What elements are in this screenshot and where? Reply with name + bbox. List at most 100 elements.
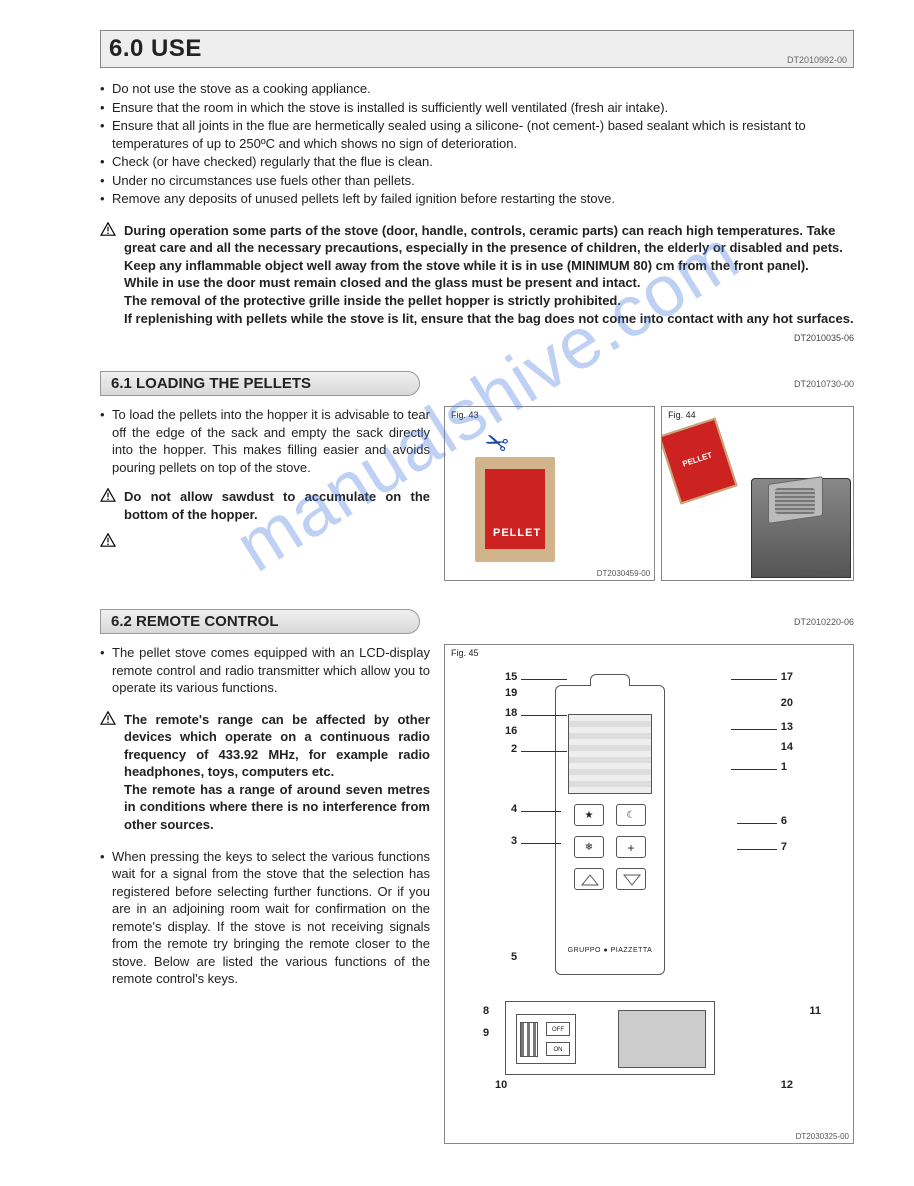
- callout-3: 3: [511, 835, 517, 847]
- callout-2: 2: [511, 743, 517, 755]
- callout-7: 7: [781, 841, 787, 853]
- callout-8: 8: [483, 1005, 489, 1017]
- section-6-1-left: To load the pellets into the hopper it i…: [100, 406, 430, 581]
- intro-bullet: Do not use the stove as a cooking applia…: [100, 80, 854, 98]
- intro-bullet: Ensure that all joints in the flue are h…: [100, 117, 854, 152]
- switch-on: ON: [546, 1042, 570, 1056]
- figure-43-code: DT2030459-00: [597, 569, 650, 578]
- intro-bullet: Ensure that the room in which the stove …: [100, 99, 854, 117]
- callout-19: 19: [505, 687, 517, 699]
- warning-triangle-icon: [100, 222, 116, 327]
- callout-12: 12: [781, 1079, 793, 1091]
- warning-triangle-icon: [100, 711, 116, 834]
- warning-line: If replenishing with pellets while the s…: [124, 310, 854, 328]
- leader-line: [731, 769, 777, 770]
- leader-line: [521, 811, 561, 812]
- callout-20: 20: [781, 697, 793, 709]
- section-6-1-bullet: To load the pellets into the hopper it i…: [100, 406, 430, 476]
- section-6-1-code: DT2010730-00: [794, 379, 854, 389]
- section-6-2-title: 6.2 REMOTE CONTROL: [100, 609, 420, 634]
- section-6-2-bullet-2: When pressing the keys to select the var…: [100, 848, 430, 988]
- remote-illustration: ★ ☾ ❄ + GRUPPO ● PIAZZETTA 15 19 18 16 2…: [445, 655, 853, 1143]
- battery-compartment: OFF ON: [505, 1001, 715, 1075]
- section-6-2-figures: Fig. 45 ★ ☾ ❄ + GRUPPO ● PIAZZETTA 15 19: [444, 644, 854, 1144]
- battery-slot: [618, 1010, 706, 1068]
- intro-bullet: Check (or have checked) regularly that t…: [100, 153, 854, 171]
- warning-line: The removal of the protective grille ins…: [124, 292, 854, 310]
- leader-line: [737, 849, 777, 850]
- main-warning-block: During operation some parts of the stove…: [100, 222, 854, 327]
- doc-code-header: DT2010992-00: [787, 55, 847, 65]
- pellet-bag-text: PELLET: [493, 527, 541, 539]
- section-6-2-warning-text: The remote's range can be affected by ot…: [124, 711, 430, 834]
- main-warning-text: During operation some parts of the stove…: [124, 222, 854, 327]
- remote-body: ★ ☾ ❄ + GRUPPO ● PIAZZETTA: [555, 685, 665, 975]
- figure-43-label: Fig. 43: [451, 410, 479, 420]
- intro-bullet: Remove any deposits of unused pellets le…: [100, 190, 854, 208]
- intro-bullet: Under no circumstances use fuels other t…: [100, 172, 854, 190]
- warning-line: The remote's range can be affected by ot…: [124, 711, 430, 781]
- section-6-2-code: DT2010220-06: [794, 617, 854, 627]
- remote-btn-star: ★: [574, 804, 604, 826]
- leader-line: [737, 823, 777, 824]
- leader-line: [521, 843, 561, 844]
- callout-17: 17: [781, 671, 793, 683]
- remote-lcd: [568, 714, 652, 794]
- callout-11: 11: [809, 1005, 821, 1017]
- warning-line: The remote has a range of around seven m…: [124, 781, 430, 834]
- warning-line: While in use the door must remain closed…: [124, 274, 854, 292]
- pellet-bag-illustration: [475, 457, 555, 562]
- callout-13: 13: [781, 721, 793, 733]
- warning-triangle-icon: [100, 533, 430, 550]
- figure-45: Fig. 45 ★ ☾ ❄ + GRUPPO ● PIAZZETTA 15 19: [444, 644, 854, 1144]
- section-6-2-bullet-1: The pellet stove comes equipped with an …: [100, 644, 430, 697]
- callout-9: 9: [483, 1027, 489, 1039]
- page-title: 6.0 USE: [109, 35, 845, 63]
- stove-grille-illustration: [775, 488, 815, 514]
- figure-44: Fig. 44 PELLET DT2030460-00: [661, 406, 854, 581]
- doc-code-main-warning: DT2010035-06: [100, 333, 854, 343]
- callout-18: 18: [505, 707, 517, 719]
- callout-5: 5: [511, 951, 517, 963]
- remote-btn-down: [616, 868, 646, 890]
- section-6-1-header: 6.1 LOADING THE PELLETS DT2010730-00: [100, 371, 854, 396]
- warning-triangle-icon: [100, 488, 116, 523]
- leader-line: [521, 715, 567, 716]
- callout-10: 10: [495, 1079, 507, 1091]
- scissors-icon: ✂: [480, 422, 513, 461]
- switch-off: OFF: [546, 1022, 570, 1036]
- callout-14: 14: [781, 741, 793, 753]
- section-6-2-warning: The remote's range can be affected by ot…: [100, 711, 430, 834]
- remote-btn-fan: ❄: [574, 836, 604, 858]
- warning-line: Do not allow sawdust to accumulate on th…: [124, 488, 430, 523]
- leader-line: [731, 729, 777, 730]
- section-6-2-body: The pellet stove comes equipped with an …: [100, 644, 854, 1144]
- callout-6: 6: [781, 815, 787, 827]
- leader-line: [731, 679, 777, 680]
- section-6-2-header: 6.2 REMOTE CONTROL DT2010220-06: [100, 609, 854, 634]
- warning-line: During operation some parts of the stove…: [124, 222, 854, 257]
- callout-16: 16: [505, 725, 517, 737]
- section-6-1-figures: Fig. 43 PELLET ✂ DT2030459-00 Fig. 44 PE…: [444, 406, 854, 581]
- main-title-bar: 6.0 USE DT2010992-00: [100, 30, 854, 68]
- callout-1: 1: [781, 761, 787, 773]
- remote-btn-plus: +: [616, 836, 646, 858]
- remote-brand: GRUPPO ● PIAZZETTA: [556, 947, 664, 954]
- remote-emitter: [590, 674, 630, 686]
- warning-line: Keep any inflammable object well away fr…: [124, 257, 854, 275]
- callout-4: 4: [511, 803, 517, 815]
- figure-45-code: DT2030325-00: [796, 1132, 849, 1141]
- figure-44-label: Fig. 44: [668, 410, 696, 420]
- intro-bullet-list: Do not use the stove as a cooking applia…: [100, 80, 854, 208]
- remote-btn-moon: ☾: [616, 804, 646, 826]
- leader-line: [521, 679, 567, 680]
- remote-btn-up: [574, 868, 604, 890]
- section-6-1-warning: Do not allow sawdust to accumulate on th…: [100, 488, 430, 523]
- section-6-2-left: The pellet stove comes equipped with an …: [100, 644, 430, 1144]
- section-6-1-warning-text: Do not allow sawdust to accumulate on th…: [124, 488, 430, 523]
- section-6-1-body: To load the pellets into the hopper it i…: [100, 406, 854, 581]
- callout-15: 15: [505, 671, 517, 683]
- figure-44-code: DT2030460-00: [796, 569, 849, 578]
- figure-43: Fig. 43 PELLET ✂ DT2030459-00: [444, 406, 655, 581]
- leader-line: [521, 751, 567, 752]
